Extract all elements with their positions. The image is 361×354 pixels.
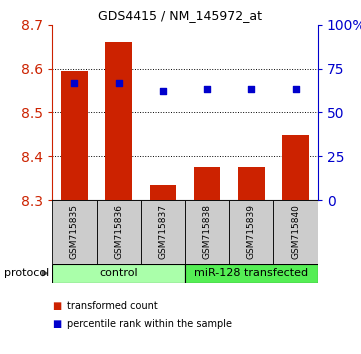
Bar [61, 71, 88, 200]
Text: ■: ■ [52, 319, 62, 329]
Bar [185, 200, 229, 264]
Bar [105, 42, 132, 200]
Bar [238, 167, 265, 200]
Point [116, 81, 122, 86]
Point [204, 86, 210, 92]
Text: miR-128 transfected: miR-128 transfected [194, 268, 308, 279]
Bar [185, 264, 318, 283]
Bar [97, 200, 141, 264]
Text: protocol: protocol [4, 268, 49, 278]
Bar [141, 200, 185, 264]
Text: GSM715837: GSM715837 [158, 204, 168, 259]
Text: GSM715835: GSM715835 [70, 204, 79, 259]
Point [293, 86, 299, 92]
Bar [194, 167, 220, 200]
Point [71, 81, 77, 86]
Text: GDS4415 / NM_145972_at: GDS4415 / NM_145972_at [99, 9, 262, 22]
Bar [52, 264, 185, 283]
Point [248, 86, 254, 92]
Text: control: control [99, 268, 138, 279]
Bar [52, 200, 97, 264]
Text: transformed count: transformed count [67, 301, 157, 311]
Text: GSM715840: GSM715840 [291, 204, 300, 259]
Bar [274, 200, 318, 264]
Bar [150, 185, 176, 200]
Bar [282, 135, 309, 200]
Bar [229, 200, 274, 264]
Text: ■: ■ [52, 301, 62, 311]
Text: GSM715838: GSM715838 [203, 204, 212, 259]
Text: GSM715836: GSM715836 [114, 204, 123, 259]
Text: GSM715839: GSM715839 [247, 204, 256, 259]
Point [160, 88, 166, 94]
Text: percentile rank within the sample: percentile rank within the sample [67, 319, 232, 329]
